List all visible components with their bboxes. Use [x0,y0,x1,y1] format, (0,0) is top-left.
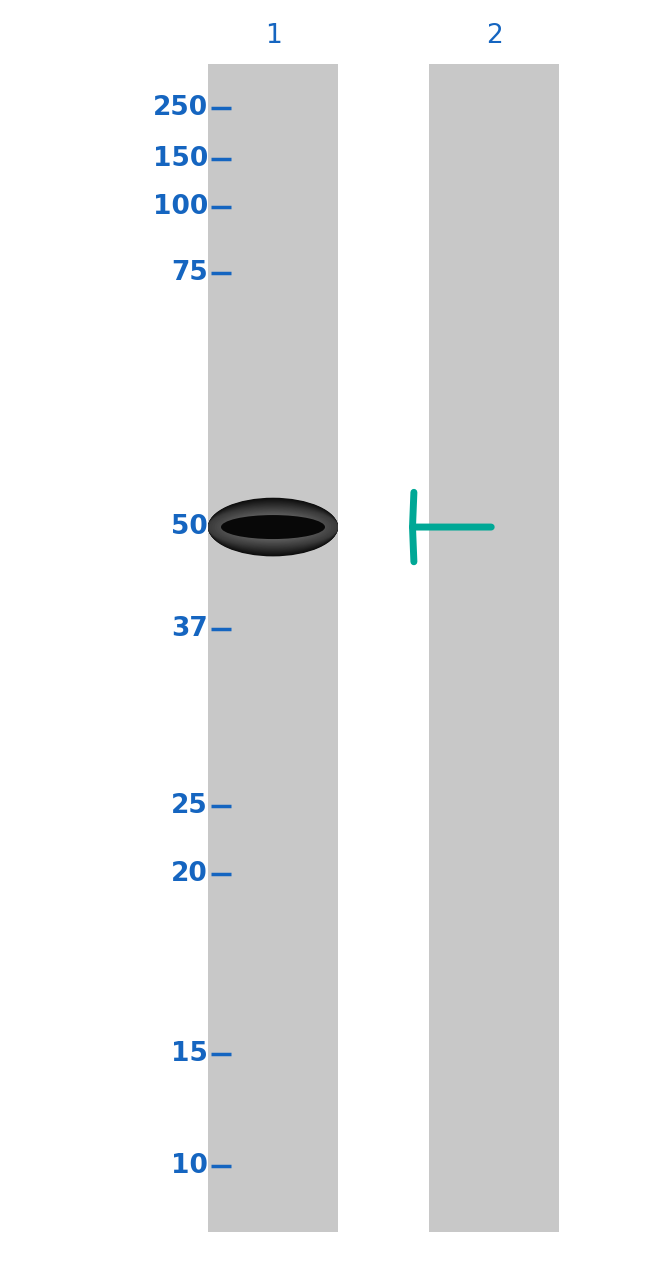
Text: 25: 25 [171,794,208,819]
Ellipse shape [214,509,332,545]
Ellipse shape [244,518,302,536]
Ellipse shape [261,523,285,531]
Bar [208,64,338,1232]
Bar [429,64,559,1232]
Ellipse shape [209,508,337,546]
Ellipse shape [208,502,338,552]
Ellipse shape [248,519,298,535]
Ellipse shape [224,512,322,542]
Ellipse shape [208,500,338,554]
Ellipse shape [222,512,324,542]
Ellipse shape [246,519,300,535]
Ellipse shape [268,526,278,528]
Ellipse shape [208,502,338,552]
Ellipse shape [266,525,280,530]
Text: 100: 100 [153,194,208,220]
Ellipse shape [254,521,292,533]
Text: 15: 15 [171,1041,208,1067]
Ellipse shape [208,499,338,555]
Ellipse shape [217,511,329,544]
Ellipse shape [239,517,307,537]
Text: 2: 2 [486,23,502,48]
Ellipse shape [212,509,334,545]
Text: 10: 10 [171,1153,208,1179]
Ellipse shape [208,498,338,556]
Ellipse shape [220,511,326,544]
Text: 50: 50 [171,514,208,540]
Text: 20: 20 [171,861,208,886]
Ellipse shape [256,522,290,532]
Text: 75: 75 [171,260,208,286]
Ellipse shape [208,505,338,549]
Ellipse shape [251,521,295,533]
Ellipse shape [263,525,283,530]
Text: 150: 150 [153,146,208,171]
Ellipse shape [208,504,338,550]
Ellipse shape [229,514,317,540]
Bar [208,500,338,554]
Ellipse shape [208,507,338,547]
Ellipse shape [208,505,338,549]
Ellipse shape [208,504,338,550]
Ellipse shape [270,526,276,528]
Text: 250: 250 [153,95,208,121]
Ellipse shape [208,498,338,556]
Ellipse shape [259,523,287,531]
Ellipse shape [208,500,338,554]
Ellipse shape [241,517,305,537]
Ellipse shape [227,513,319,541]
Ellipse shape [237,516,309,538]
Ellipse shape [208,507,338,547]
Text: 1: 1 [265,23,281,48]
Ellipse shape [208,503,338,551]
Ellipse shape [221,516,325,538]
Text: 37: 37 [171,616,208,641]
Ellipse shape [234,516,312,538]
Ellipse shape [231,514,315,540]
